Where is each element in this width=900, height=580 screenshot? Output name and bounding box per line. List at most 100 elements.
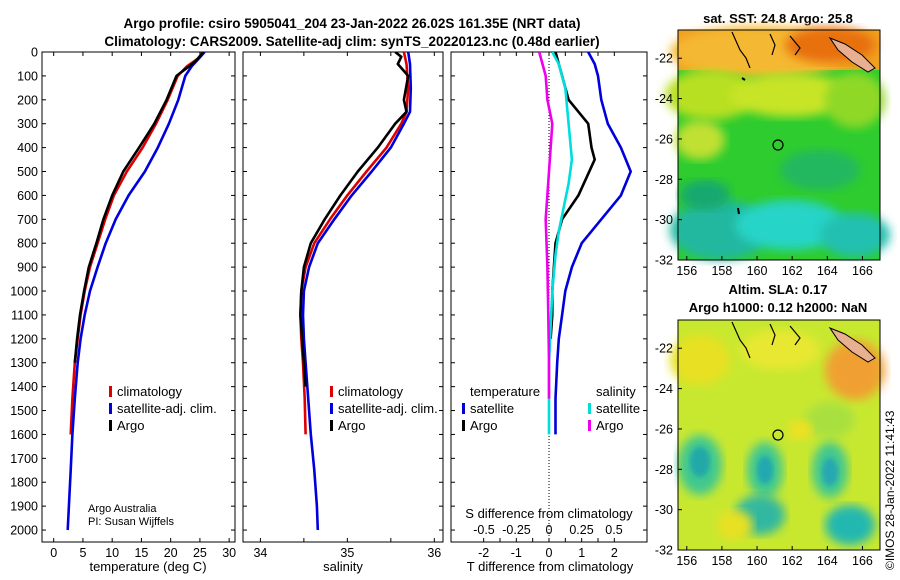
lat-tick-label: -28 <box>655 173 673 187</box>
lat-tick-label: -22 <box>655 342 673 356</box>
y-tick-label: 0 <box>31 46 38 60</box>
sla-map-title-line2: Argo h1000: 0.12 h2000: NaN <box>689 300 867 315</box>
series-argo <box>73 52 205 363</box>
y-tick-label: 2000 <box>10 524 38 538</box>
lon-tick-label: 158 <box>711 264 732 278</box>
sst-map-panel: sat. SST: 24.8 Argo: 25.8 156 158 160 162 16… <box>655 11 890 278</box>
lon-tick-label: 156 <box>676 264 697 278</box>
legend-label-satellite: satellite-adj. clim. <box>338 401 438 416</box>
y-tick-label: 1000 <box>10 285 38 299</box>
legend-label-t-satellite: satellite <box>470 401 514 416</box>
lat-tick-label: -24 <box>655 382 673 396</box>
sst-map-lon-axis: 156 158 160 162 164 166 <box>676 256 873 278</box>
lon-tick-label: 156 <box>676 554 697 568</box>
y-tick-label: 300 <box>17 117 38 131</box>
sst-map-image <box>665 26 890 261</box>
figure-title-line2: Climatology: CARS2009. Satellite-adj cli… <box>104 34 599 49</box>
lon-tick-label: 162 <box>782 554 803 568</box>
temperature-lines <box>66 52 206 531</box>
lat-tick-label: -24 <box>655 92 673 106</box>
difference-y-ticks <box>451 51 647 531</box>
sla-profile-marker <box>772 429 784 441</box>
x-tick-label: 2 <box>611 546 618 560</box>
credit-line1: Argo Australia <box>88 503 157 515</box>
temperature-panel: 0100200300400500600700800900100011001200… <box>10 46 236 575</box>
lat-tick-label: -26 <box>655 132 673 146</box>
y-tick-label: 500 <box>17 165 38 179</box>
sst-profile-marker <box>772 139 784 151</box>
temperature-xlabel: temperature (deg C) <box>89 559 206 574</box>
legend-label-s-argo: Argo <box>596 418 623 433</box>
lat-tick-label: -30 <box>655 503 673 517</box>
lat-tick-label: -32 <box>655 544 673 558</box>
x-tick-label: 5 <box>79 546 86 560</box>
y-tick-label: 400 <box>17 141 38 155</box>
salinity-xlabel: salinity <box>323 559 363 574</box>
s-tick-label: 0.5 <box>605 523 622 537</box>
s-tick-label: -0.25 <box>502 523 531 537</box>
temperature-legend: climatology satellite-adj. clim. Argo <box>109 384 217 433</box>
y-tick-label: 800 <box>17 237 38 251</box>
y-tick-label: 100 <box>17 69 38 83</box>
legend-swatch-argo <box>109 420 112 431</box>
s-tick-label: 0.25 <box>569 523 593 537</box>
credit-line2: PI: Susan Wijffels <box>88 516 174 528</box>
x-tick-label: 0 <box>50 546 57 560</box>
series-satellite-adj-clim- <box>66 52 206 531</box>
lon-tick-label: 166 <box>852 554 873 568</box>
x-tick-label: -1 <box>511 546 522 560</box>
legend-swatch-satellite <box>330 403 333 414</box>
lon-tick-label: 164 <box>817 554 838 568</box>
salinity-x-axis: 34 35 36 <box>253 52 441 560</box>
x-tick-label: 20 <box>164 546 178 560</box>
sst-map-lat-axis: -22 -24 -26 -28 -30 -32 <box>655 52 682 268</box>
salinity-lines <box>299 52 413 531</box>
difference-xlabel-top: S difference from climatology <box>465 506 633 521</box>
legend-swatch-climatology <box>109 386 112 397</box>
lon-tick-label: 158 <box>711 554 732 568</box>
legend-label-argo: Argo <box>338 418 365 433</box>
y-tick-label: 1100 <box>11 308 38 322</box>
y-tick-label: 1500 <box>10 404 38 418</box>
depth-axis: 0 100 200 300 400 500 600 700 800 900 1000 1100 1200… <box>10 46 235 538</box>
sst-map-title: sat. SST: 24.8 Argo: 25.8 <box>703 11 853 26</box>
y-tick-label: 1400 <box>10 380 38 394</box>
sla-map-panel: Altim. SLA: 0.17 Argo h1000: 0.12 h2000:… <box>655 282 885 568</box>
lon-tick-label: 164 <box>817 264 838 278</box>
series-argo <box>299 52 410 387</box>
x-tick-label: 34 <box>253 546 267 560</box>
salinity-difference-ticks: -0.5 -0.25 0 0.25 0.5 <box>473 523 623 537</box>
lon-tick-label: 160 <box>747 264 768 278</box>
y-tick-label: 200 <box>17 93 38 107</box>
series-s-argo <box>537 52 554 399</box>
lat-tick-label: -22 <box>655 52 673 66</box>
x-tick-label: 25 <box>193 546 207 560</box>
lat-tick-label: -30 <box>655 213 673 227</box>
y-tick-label: 700 <box>17 213 38 227</box>
s-tick-label: -0.5 <box>473 523 495 537</box>
salinity-axes <box>242 51 444 543</box>
legend-swatch-t-satellite <box>462 403 465 414</box>
legend-heading-temperature: temperature <box>470 384 540 399</box>
imos-watermark: ©IMOS 28-Jan-2022 11:41:43 <box>883 410 897 570</box>
y-tick-label: 1900 <box>10 500 38 514</box>
legend-heading-salinity: salinity <box>596 384 636 399</box>
legend-swatch-climatology <box>330 386 333 397</box>
x-tick-label: 1 <box>578 546 585 560</box>
difference-panel: -2 -1 0 1 2 -0.5 -0.25 0 0.25 0.5 T difference f… <box>450 51 648 574</box>
temperature-axes <box>41 51 236 543</box>
s-tick-label: 0 <box>546 523 553 537</box>
difference-xlabel: T difference from climatology <box>467 559 634 574</box>
difference-lines <box>537 52 633 435</box>
legend-label-s-satellite: satellite <box>596 401 640 416</box>
x-tick-label: 0 <box>546 546 553 560</box>
y-tick-label: 900 <box>17 261 38 275</box>
salinity-y-ticks <box>243 51 443 531</box>
lat-tick-label: -26 <box>655 422 673 436</box>
lon-tick-label: 160 <box>747 554 768 568</box>
series-satellite-adj-clim- <box>301 52 413 531</box>
legend-label-climatology: climatology <box>338 384 404 399</box>
x-tick-label: 10 <box>105 546 119 560</box>
series-t-satellite <box>554 52 633 435</box>
